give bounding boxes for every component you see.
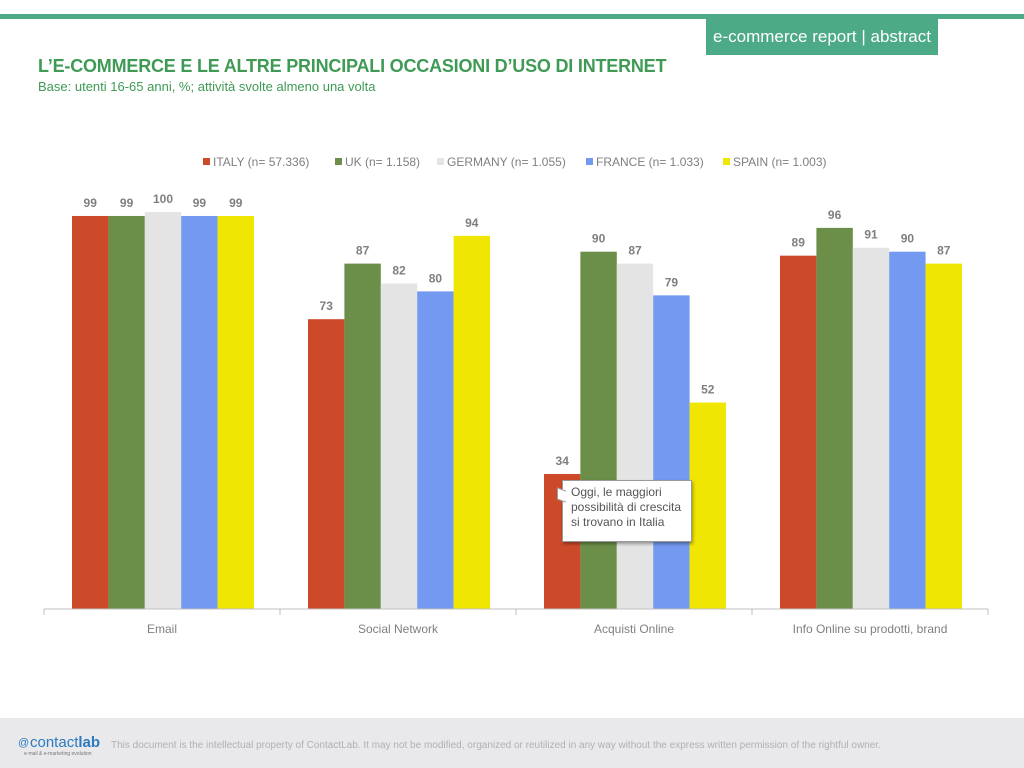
data-label: 99 <box>84 196 98 210</box>
data-label: 87 <box>628 244 642 258</box>
bar-1-2 <box>580 251 617 609</box>
legend-swatch <box>203 158 210 165</box>
category-label: Acquisti Online <box>594 622 674 636</box>
legend-swatch <box>586 158 593 165</box>
legend-label: SPAIN (n= 1.003) <box>733 155 827 169</box>
category-label: Info Online su prodotti, brand <box>793 622 948 636</box>
bar-2-1 <box>380 283 418 609</box>
report-tag: e-commerce report | abstract <box>706 19 938 55</box>
contactlab-logo: @ contactlab e-mail & e-marketing evolut… <box>18 734 102 758</box>
page-title: L’E-COMMERCE E LE ALTRE PRINCIPALI OCCAS… <box>38 56 667 76</box>
bar-0-3 <box>780 255 817 610</box>
data-label: 91 <box>864 228 878 242</box>
bar-2-2 <box>616 263 654 609</box>
logo-tagline: e-mail & e-marketing evolution <box>24 751 92 757</box>
data-label: 87 <box>356 244 370 258</box>
page-subtitle: Base: utenti 16-65 anni, %; attività svo… <box>38 79 376 94</box>
data-label: 94 <box>465 216 479 230</box>
data-label: 80 <box>429 271 443 285</box>
data-label: 34 <box>556 454 570 468</box>
legend-swatch <box>335 158 342 165</box>
data-label: 100 <box>153 192 173 206</box>
legend-swatch <box>723 158 730 165</box>
bar-2-0 <box>144 212 182 609</box>
footer: @ contactlab e-mail & e-marketing evolut… <box>0 718 1024 768</box>
bar-2-3 <box>852 247 890 610</box>
legend-label: UK (n= 1.158) <box>345 155 420 169</box>
top-accent-rule <box>0 14 1024 19</box>
bar-1-3 <box>816 227 853 609</box>
legend-label: FRANCE (n= 1.033) <box>596 155 704 169</box>
data-label: 82 <box>392 263 406 277</box>
data-label: 99 <box>120 196 134 210</box>
footer-copyright-note: This document is the intellectual proper… <box>111 740 881 751</box>
legend-swatch <box>437 158 444 165</box>
logo-wordmark: contactlab <box>30 734 101 751</box>
bar-3-0 <box>181 215 218 609</box>
data-label: 87 <box>937 244 951 258</box>
bar-4-3 <box>925 263 962 609</box>
bar-1-1 <box>344 263 381 609</box>
logo-at-icon: @ <box>18 737 30 749</box>
data-label: 90 <box>592 232 606 246</box>
category-label: Social Network <box>358 622 439 636</box>
data-label: 90 <box>901 232 915 246</box>
bar-4-2 <box>689 402 726 609</box>
data-label: 89 <box>792 236 806 250</box>
callout-text: Oggi, le maggiori possibilità di crescit… <box>571 485 682 529</box>
callout-note: Oggi, le maggiori possibilità di crescit… <box>557 480 692 542</box>
category-label: Email <box>147 622 177 636</box>
data-label: 99 <box>229 196 243 210</box>
bar-3-3 <box>889 251 926 609</box>
bar-3-2 <box>653 295 690 609</box>
legend-label: GERMANY (n= 1.055) <box>447 155 566 169</box>
bar-4-0 <box>217 215 254 609</box>
bar-1-0 <box>108 215 145 609</box>
data-label: 79 <box>665 275 679 289</box>
data-label: 99 <box>193 196 207 210</box>
data-label: 73 <box>320 299 334 313</box>
bar-0-0 <box>72 215 109 609</box>
legend-label: ITALY (n= 57.336) <box>213 155 309 169</box>
bar-4-1 <box>453 235 490 609</box>
bar-0-1 <box>308 319 345 609</box>
data-label: 96 <box>828 208 842 222</box>
bar-3-1 <box>417 291 454 609</box>
bar-chart: 99 73 34 89 99 87 90 96 100 82 87 91 99 80 79 90 99 94 52 8… <box>43 155 989 636</box>
data-label: 52 <box>701 383 715 397</box>
